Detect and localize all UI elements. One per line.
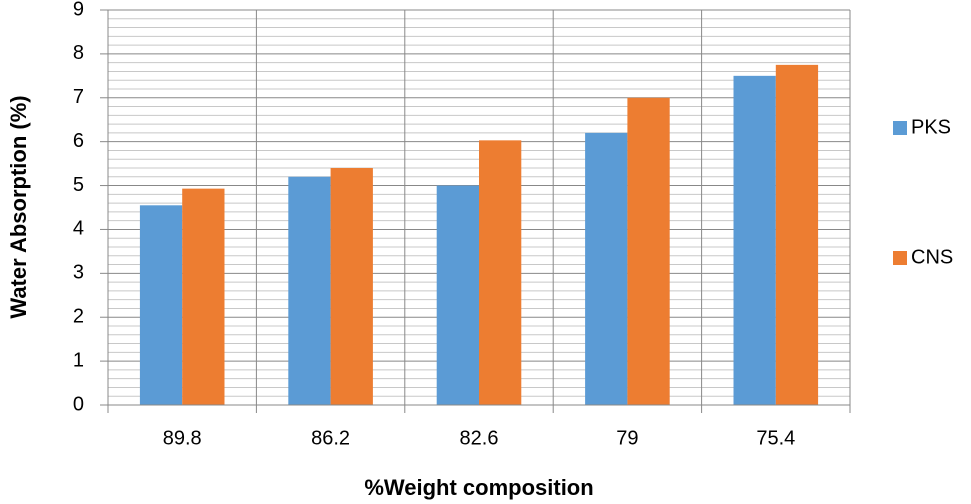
y-tick-label: 2: [73, 306, 84, 328]
legend-label: CNS: [911, 246, 953, 268]
x-tick-label: 89.8: [163, 427, 202, 449]
bar: [330, 168, 373, 405]
bar: [733, 75, 776, 405]
x-tick-label: 79: [616, 427, 638, 449]
legend-label: PKS: [911, 116, 951, 138]
legend-swatch: [893, 121, 907, 135]
y-tick-label: 9: [73, 0, 84, 20]
legend-swatch: [893, 251, 907, 265]
y-tick-label: 1: [73, 349, 84, 371]
y-tick-label: 5: [73, 174, 84, 196]
bar: [585, 132, 628, 405]
bar: [436, 185, 479, 405]
bar: [479, 140, 522, 405]
bar: [288, 176, 331, 405]
bar: [182, 188, 225, 405]
y-axis-title: Water Absorption (%): [6, 95, 31, 318]
bar: [139, 205, 183, 405]
y-tick-label: 4: [73, 218, 84, 240]
bar: [775, 64, 819, 405]
x-tick-label: 86.2: [311, 427, 350, 449]
y-tick-label: 8: [73, 42, 84, 64]
bar: [627, 97, 670, 406]
y-tick-label: 7: [73, 86, 84, 108]
y-tick-label: 3: [73, 262, 84, 284]
x-axis-title: %Weight composition: [364, 475, 593, 500]
x-tick-label: 82.6: [460, 427, 499, 449]
y-tick-label: 6: [73, 130, 84, 152]
y-tick-label: 0: [73, 393, 84, 415]
x-tick-label: 75.4: [756, 427, 795, 449]
